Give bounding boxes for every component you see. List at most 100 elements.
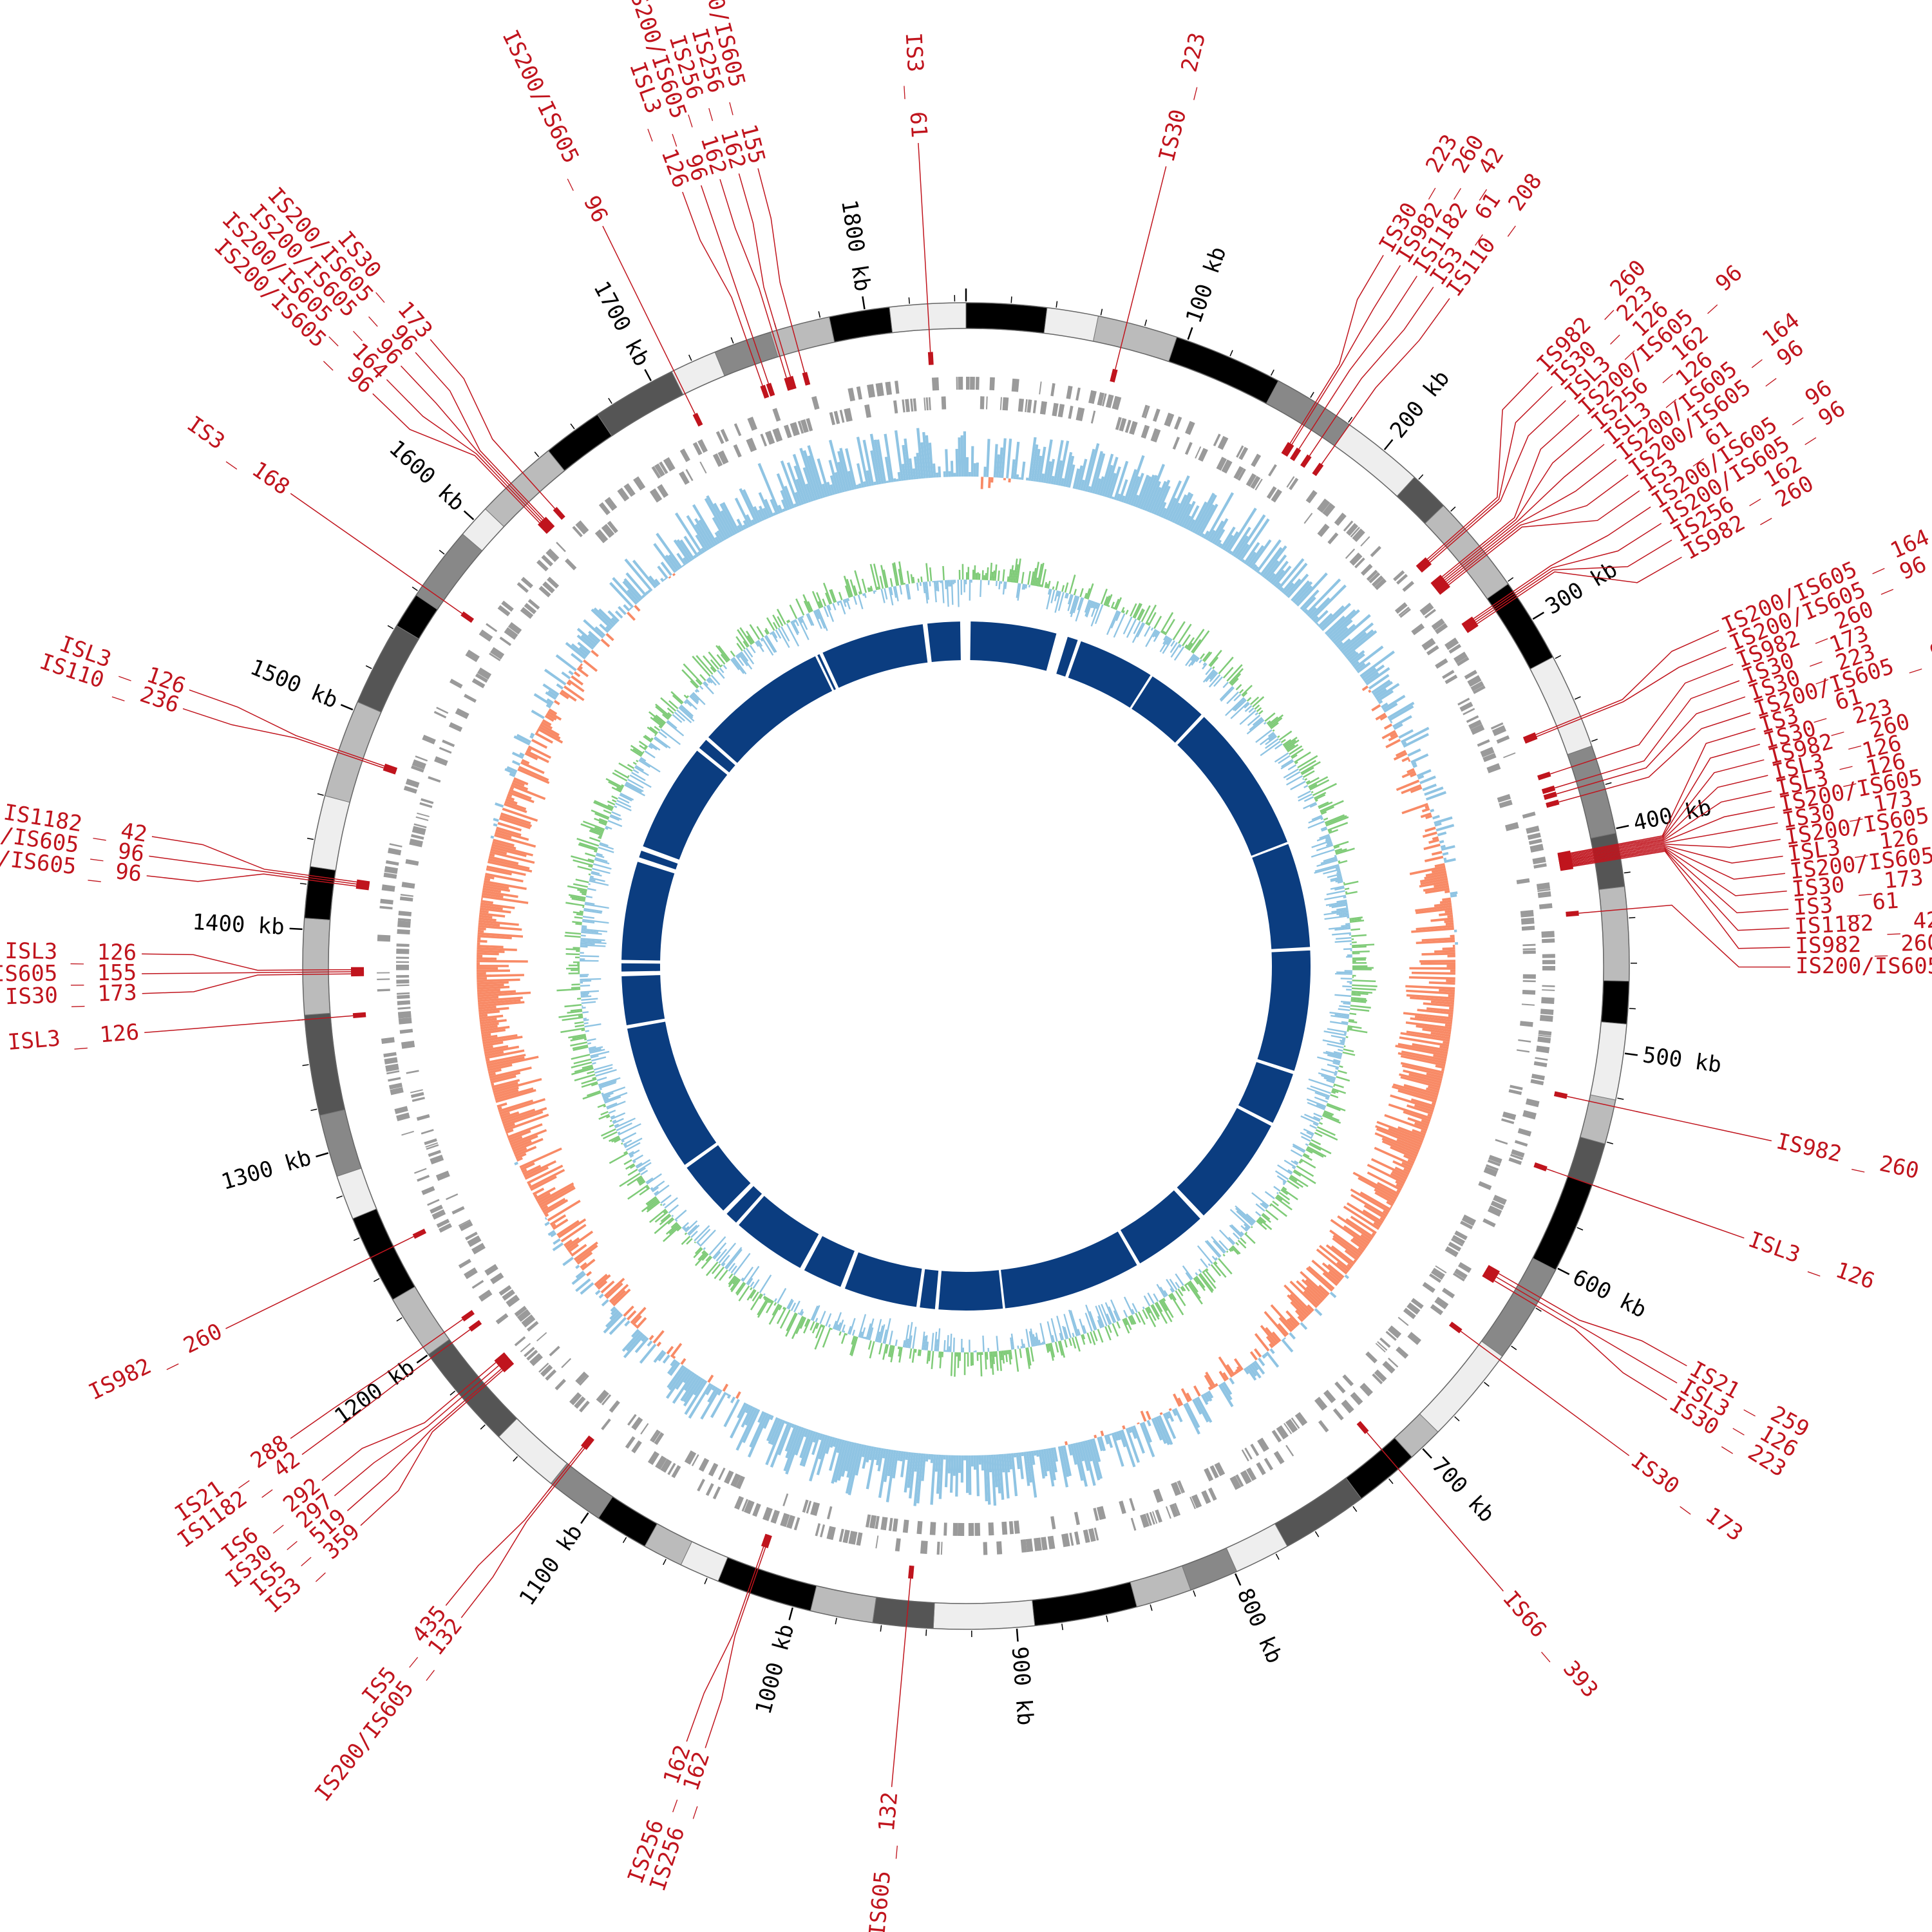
gc-skew-bar — [1435, 824, 1455, 832]
is-element-mark — [1356, 1421, 1369, 1434]
gene-block — [1452, 1235, 1466, 1245]
gc-skew-bar — [1371, 679, 1391, 694]
gene-block — [1285, 1444, 1294, 1457]
is-element-mark — [542, 516, 555, 530]
gc-content-bar — [1311, 1135, 1313, 1138]
gc-content-bar — [919, 1349, 922, 1356]
gc-content-bar — [1318, 801, 1333, 810]
gc-content-bar — [601, 1092, 604, 1095]
gc-skew-bar — [1239, 518, 1270, 562]
gc-content-bar — [1318, 1072, 1336, 1079]
gc-content-bar — [1219, 686, 1234, 701]
gc-content-bar — [697, 1242, 700, 1245]
gc-content-bar — [594, 813, 609, 820]
gc-content-bar — [1068, 574, 1076, 594]
gene-block — [455, 708, 469, 719]
is-element-mark — [461, 1310, 475, 1321]
gc-skew-bar — [1412, 764, 1417, 768]
gc-skew-bar — [683, 535, 699, 558]
gc-skew-bar — [543, 1198, 569, 1215]
gc-content-bar — [1222, 667, 1234, 679]
gc-skew-bar — [1125, 1428, 1140, 1463]
gc-content-bar — [741, 1277, 744, 1281]
major-tick — [1383, 439, 1394, 451]
gc-content-bar — [814, 1325, 826, 1350]
is-element-mark — [356, 879, 370, 887]
gc-skew-bar — [516, 734, 532, 744]
gene-block — [902, 399, 905, 413]
gc-skew-bar — [1082, 1441, 1096, 1486]
gene-block — [734, 1495, 744, 1510]
gene-block — [499, 636, 512, 647]
gc-content-bar — [1038, 1340, 1041, 1346]
gc-content-bar — [954, 1352, 956, 1377]
is-element-mark — [1283, 443, 1294, 457]
gc-skew-bar — [1072, 468, 1080, 489]
gc-content-bar — [1309, 1143, 1321, 1151]
is-leader-line — [1572, 846, 1785, 880]
gc-content-bar — [786, 620, 790, 623]
gc-content-bar — [889, 1345, 894, 1358]
contig-segment — [1120, 1190, 1200, 1264]
gc-skew-bar — [566, 1230, 594, 1251]
gene-block — [446, 1193, 459, 1200]
gc-content-bar — [644, 750, 656, 759]
gc-skew-bar — [521, 1168, 527, 1173]
gc-content-bar — [1352, 967, 1374, 969]
gc-skew-bar — [1446, 965, 1456, 967]
gc-content-bar — [1256, 707, 1262, 712]
gc-skew-bar — [1399, 1036, 1450, 1047]
gc-content-bar — [935, 580, 938, 591]
gc-skew-bar — [1426, 1072, 1443, 1079]
gc-skew-bar — [1097, 476, 1104, 495]
gc-content-bar — [1162, 638, 1173, 654]
gene-block — [569, 1392, 582, 1406]
gene-block — [388, 1083, 402, 1090]
gc-skew-bar — [581, 1258, 596, 1271]
gc-skew-bar — [478, 914, 493, 919]
gc-content-bar — [967, 1352, 969, 1367]
gc-content-bar — [1258, 1217, 1273, 1231]
gc-skew-bar — [1254, 1332, 1270, 1352]
gc-content-bar — [1185, 1283, 1188, 1285]
gene-block — [717, 1467, 726, 1481]
gc-skew-bar — [1185, 1402, 1200, 1428]
gene-block — [1522, 990, 1536, 995]
gc-content-bar — [757, 1297, 769, 1316]
gc-content-bar — [929, 567, 933, 582]
gc-skew-bar — [818, 1435, 828, 1460]
is-leader-line — [1536, 647, 1727, 737]
minor-tick — [450, 1390, 456, 1396]
gc-content-bar — [1309, 1124, 1317, 1130]
gene-block — [504, 627, 518, 640]
gc-content-bar — [768, 1298, 772, 1303]
gc-skew-bar — [745, 514, 753, 527]
gc-content-bar — [1292, 1145, 1305, 1153]
minor-tick — [1193, 1590, 1197, 1597]
gc-content-bar — [591, 871, 600, 875]
gc-content-bar — [614, 769, 629, 779]
gc-content-bar — [1231, 1246, 1239, 1255]
gc-content-bar — [1202, 662, 1206, 666]
gc-content-bar — [1346, 989, 1352, 991]
gc-skew-bar — [576, 627, 598, 647]
gc-skew-bar — [556, 1220, 580, 1236]
gene-block — [545, 1369, 557, 1381]
gc-content-bar — [1351, 987, 1376, 991]
is-leader-line — [415, 352, 545, 519]
gene-block — [384, 866, 398, 875]
gc-content-bar — [1328, 829, 1332, 833]
gc-content-bar — [1229, 1209, 1251, 1229]
gene-block — [1097, 392, 1105, 406]
contig-segment — [1252, 844, 1311, 949]
gc-content-bar — [1200, 1258, 1209, 1269]
gc-content-bar — [942, 565, 945, 581]
gc-skew-bar — [1214, 529, 1226, 545]
gene-block — [1334, 513, 1347, 526]
gene-block — [471, 1242, 486, 1255]
gene-block — [880, 1517, 888, 1531]
gc-content-bar — [995, 580, 998, 587]
gc-content-bar — [725, 1249, 743, 1270]
gc-skew-bar — [716, 530, 725, 542]
gene-block — [875, 1535, 879, 1549]
